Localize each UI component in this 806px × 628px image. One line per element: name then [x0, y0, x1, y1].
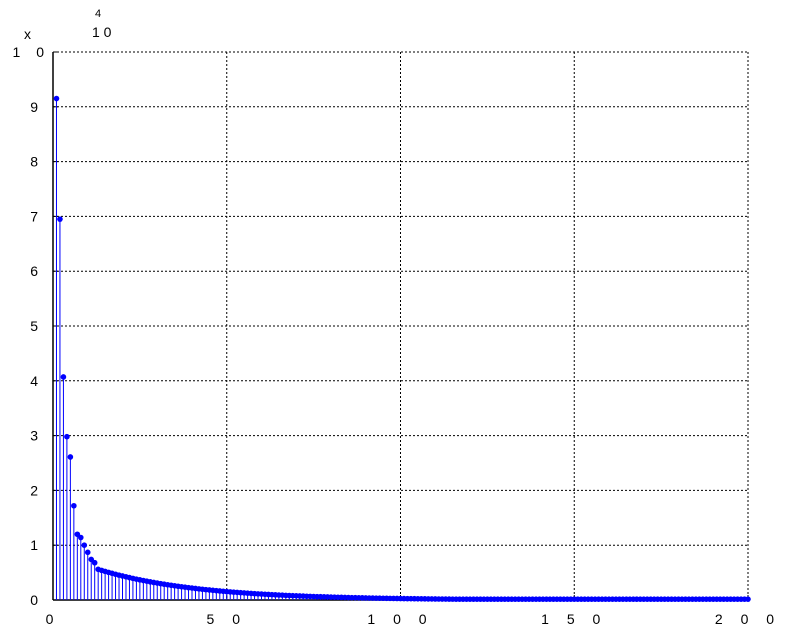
stem-marker [71, 502, 77, 509]
stem-marker [81, 542, 88, 548]
y-tick-label: 6 [30, 263, 38, 279]
stem-marker [91, 559, 98, 566]
stem-marker [74, 531, 81, 538]
stem-marker [67, 454, 74, 460]
y-tick-label: 1 0 [13, 44, 50, 60]
x-tick-label: 1 5 0 [541, 611, 607, 627]
x-tick-label: 5 0 [207, 611, 247, 627]
tick-labels: 0 1 2 3 4 5 6 7 8 9 1 0 0 5 0 1 0 0 1 5 0 2 0 0 [13, 44, 781, 627]
x-tick-label: 0 [46, 611, 61, 627]
exponent-power: 4 [95, 8, 101, 20]
stem-marker [745, 596, 751, 602]
stem-marker [53, 95, 60, 102]
exponent-label: x 1 0 4 [24, 8, 112, 42]
stem-marker [64, 433, 70, 440]
y-tick-label: 5 [30, 318, 38, 334]
stem-marker [78, 534, 84, 541]
exponent-base: 1 0 [92, 24, 112, 40]
y-tick-label: 4 [30, 373, 38, 389]
stem-marker [88, 556, 95, 563]
y-tick-label: 7 [30, 208, 38, 224]
exponent-prefix: x [24, 26, 31, 42]
y-tick-label: 9 [30, 99, 38, 115]
y-tick-label: 8 [30, 154, 38, 170]
stem-marker [60, 374, 67, 380]
data-series [53, 95, 751, 602]
y-tick-label: 1 [30, 537, 38, 553]
x-tick-label: 1 0 0 [367, 611, 433, 627]
stem-marker [84, 549, 91, 556]
x-tick-label: 2 0 0 [715, 611, 781, 627]
grid-lines [53, 51, 749, 600]
y-tick-label: 0 [30, 592, 38, 608]
stem-marker [57, 216, 63, 222]
y-tick-label: 3 [30, 428, 38, 444]
y-tick-label: 2 [30, 482, 38, 498]
